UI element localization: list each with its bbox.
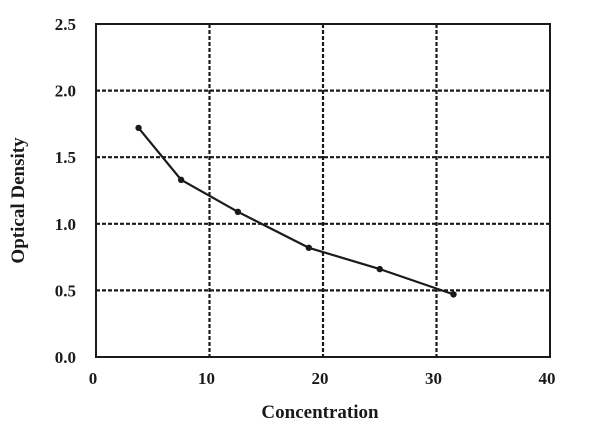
data-point [177, 176, 185, 184]
data-point [376, 265, 383, 273]
y-tick-label: 2.0 [55, 82, 76, 101]
x-tick-label: 40 [539, 369, 556, 388]
x-axis-label: Concentration [261, 402, 379, 423]
y-tick-label: 1.0 [55, 215, 76, 234]
y-tick-label: 1.5 [55, 148, 76, 167]
y-tick-label: 2.5 [55, 15, 76, 34]
x-tick-label: 20 [312, 369, 329, 388]
x-tick-label: 10 [198, 369, 215, 388]
series-group [135, 124, 457, 298]
plot-frame [95, 23, 551, 358]
data-point [305, 244, 313, 251]
data-point [450, 291, 457, 298]
y-tick-label: 0.5 [55, 281, 76, 300]
x-tick-label: 0 [89, 369, 98, 388]
data-point [234, 208, 242, 216]
y-tick-label: 0.0 [55, 348, 76, 367]
series-line [137, 127, 454, 296]
y-axis-ticks: 0.0 0.5 1.0 1.5 2.0 2.5 [55, 15, 76, 367]
data-point [135, 124, 142, 132]
x-axis-ticks: 0 10 20 30 40 [89, 369, 556, 388]
x-tick-label: 30 [425, 369, 442, 388]
grid [96, 24, 550, 357]
y-axis-label: Optical Density [8, 137, 29, 264]
